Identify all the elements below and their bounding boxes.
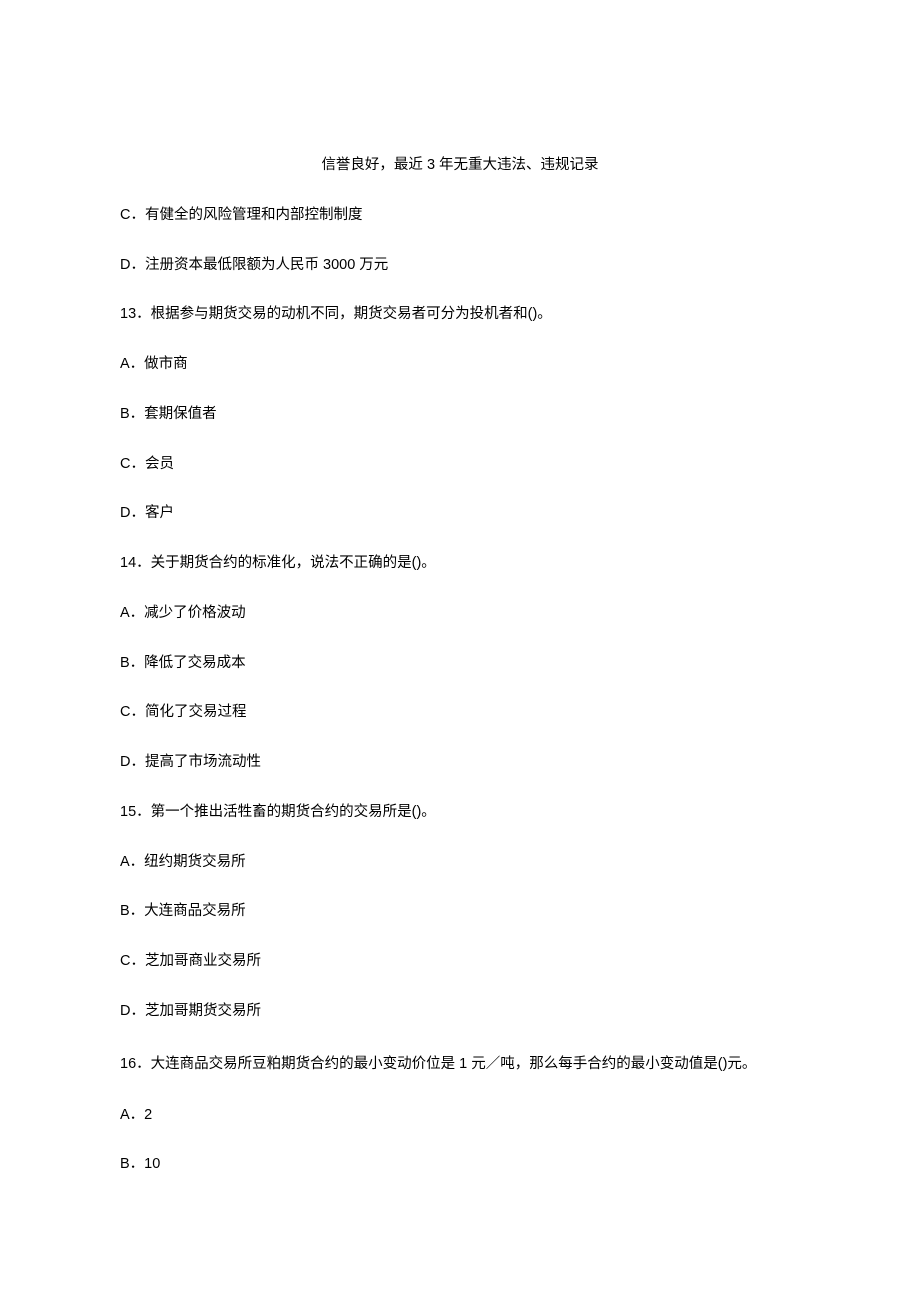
- q14-option-c: C．简化了交易过程: [120, 702, 800, 724]
- q13-option-b: B．套期保值者: [120, 404, 800, 426]
- q13-option-d: D．客户: [120, 503, 800, 525]
- q13-option-c: C．会员: [120, 454, 800, 476]
- q13-option-a: A．做市商: [120, 354, 800, 376]
- q12-option-c: C．有健全的风险管理和内部控制制度: [120, 205, 800, 227]
- top-continued-text: 信誉良好，最近 3 年无重大违法、违规记录: [120, 155, 800, 177]
- q14-option-d: D．提高了市场流动性: [120, 752, 800, 774]
- q14-text: 14．关于期货合约的标准化，说法不正确的是()。: [120, 553, 800, 575]
- q16-option-b: B．10: [120, 1154, 800, 1176]
- document-content: 信誉良好，最近 3 年无重大违法、违规记录 C．有健全的风险管理和内部控制制度 …: [120, 155, 800, 1176]
- q15-option-c: C．芝加哥商业交易所: [120, 951, 800, 973]
- q15-option-b: B．大连商品交易所: [120, 901, 800, 923]
- q16-option-a: A．2: [120, 1105, 800, 1127]
- q14-option-b: B．降低了交易成本: [120, 653, 800, 675]
- q15-option-d: D．芝加哥期货交易所: [120, 1001, 800, 1023]
- q14-option-a: A．减少了价格波动: [120, 603, 800, 625]
- q13-text: 13．根据参与期货交易的动机不同，期货交易者可分为投机者和()。: [120, 304, 800, 326]
- q15-option-a: A．纽约期货交易所: [120, 852, 800, 874]
- q12-option-d: D．注册资本最低限额为人民币 3000 万元: [120, 255, 800, 277]
- q16-text: 16．大连商品交易所豆粕期货合约的最小变动价位是 1 元／吨，那么每手合约的最小…: [120, 1051, 800, 1077]
- q15-text: 15．第一个推出活牲畜的期货合约的交易所是()。: [120, 802, 800, 824]
